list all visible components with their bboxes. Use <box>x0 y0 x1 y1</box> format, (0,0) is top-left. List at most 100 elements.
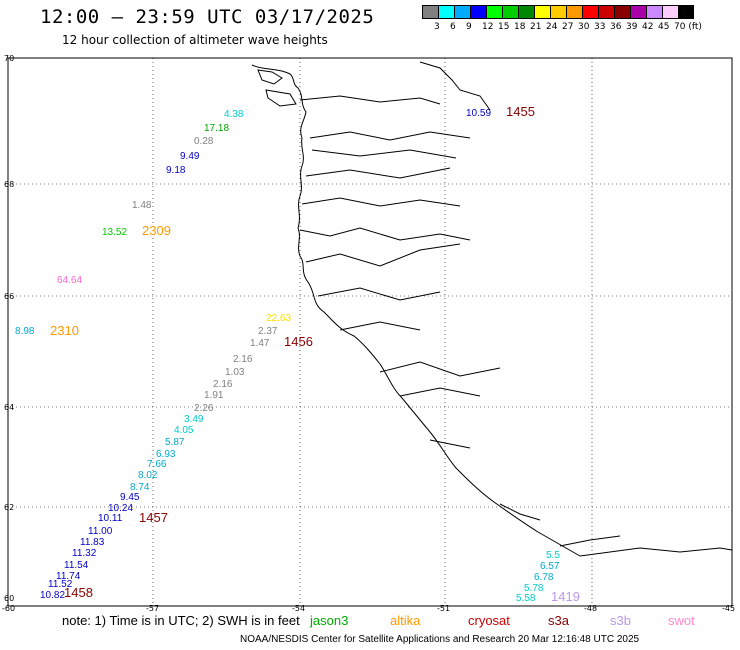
wave-height-label: 17.18 <box>204 123 229 134</box>
satellite-legend-item: s3b <box>610 613 631 628</box>
color-swatch <box>502 5 518 19</box>
wave-height-label: 6.57 <box>540 561 560 572</box>
color-swatch <box>678 5 694 19</box>
wave-height-label: 1.91 <box>204 390 224 401</box>
color-swatch <box>614 5 630 19</box>
color-legend-label: 45 <box>658 22 670 32</box>
color-swatch <box>550 5 566 19</box>
color-legend-label: 9 <box>466 22 472 32</box>
wave-height-label: 9.45 <box>120 492 140 503</box>
pass-time-labels: 1455 2309 2310 1456 1457 1458 1419 <box>50 104 580 604</box>
wave-height-label: 9.18 <box>166 165 186 176</box>
wave-height-label: 10.11 <box>98 513 123 524</box>
pass-time-label: 1419 <box>551 589 580 604</box>
wave-height-labels: 4.38 17.18 0.28 9.49 9.18 1.48 13.52 64.64 8.98 2… <box>15 108 560 604</box>
color-swatch <box>470 5 486 19</box>
latitude-label: 70 <box>4 54 15 63</box>
satellite-legend-item: jason3 <box>310 613 349 628</box>
wave-height-label: 7.66 <box>147 459 167 470</box>
map-subtitle: 12 hour collection of altimeter wave hei… <box>62 33 328 47</box>
color-legend-label: 18 <box>514 22 526 32</box>
wave-height-label: 8.98 <box>15 326 35 337</box>
wave-height-label: 11.54 <box>64 560 89 571</box>
map-frame <box>7 57 733 607</box>
wave-height-label: 1.47 <box>250 338 270 349</box>
latitude-label: 62 <box>4 503 15 512</box>
wave-height-label: 5.78 <box>524 583 544 594</box>
color-legend <box>422 5 694 19</box>
wave-height-label: 3.49 <box>184 414 204 425</box>
wave-height-label: 11.32 <box>72 548 97 559</box>
wave-height-label: 5.5 <box>546 550 560 561</box>
wave-height-label: 13.52 <box>102 227 127 238</box>
wave-height-label: 64.64 <box>57 275 82 286</box>
color-swatch <box>598 5 614 19</box>
color-swatch <box>534 5 550 19</box>
color-legend-label: 33 <box>594 22 606 32</box>
pass-time-label: 1457 <box>139 510 168 525</box>
pass-time-label: 2310 <box>50 323 79 338</box>
wave-height-label: 1.03 <box>225 367 245 378</box>
wave-height-label: 11.74 <box>56 571 81 582</box>
color-swatch <box>454 5 470 19</box>
pass-time-label: 2309 <box>142 223 171 238</box>
footer-note: note: 1) Time is in UTC; 2) SWH is in fe… <box>62 613 300 628</box>
longitude-label: -45 <box>722 604 736 613</box>
color-swatch <box>630 5 646 19</box>
wave-height-label: 11.52 <box>48 579 73 590</box>
wave-height-label: 11.83 <box>80 537 105 548</box>
color-swatch <box>422 5 438 19</box>
longitude-label: -57 <box>146 604 160 613</box>
latitude-label: 68 <box>4 180 15 189</box>
pass-time-label: 1455 <box>506 104 535 119</box>
color-swatch <box>518 5 534 19</box>
wave-height-label: 6.78 <box>534 572 554 583</box>
wave-height-label: 10.59 <box>466 108 491 119</box>
wave-height-label: 2.26 <box>194 403 214 414</box>
color-swatch <box>566 5 582 19</box>
color-legend-label: 21 <box>530 22 542 32</box>
color-legend-label: 12 <box>482 22 494 32</box>
wave-height-label: 2.16 <box>233 354 253 365</box>
wave-height-label: 10.82 <box>40 590 65 601</box>
color-swatch <box>582 5 598 19</box>
color-legend-label: 6 <box>450 22 456 32</box>
longitude-label: -60 <box>2 604 16 613</box>
satellite-legend-item: s3a <box>548 613 569 628</box>
wave-height-label: 2.16 <box>213 379 233 390</box>
color-swatch <box>486 5 502 19</box>
graticule <box>8 58 732 606</box>
wave-height-label: 6.93 <box>156 449 176 460</box>
longitude-label: -51 <box>437 604 451 613</box>
color-swatch <box>662 5 678 19</box>
wave-height-label: 11.00 <box>88 526 113 537</box>
satellite-legend-item: altika <box>390 613 421 628</box>
color-legend-label: 36 <box>610 22 622 32</box>
wave-height-label: 22.63 <box>266 313 291 324</box>
wave-height-label: 2.37 <box>258 326 278 337</box>
pass-time-label: 1456 <box>284 334 313 349</box>
satellite-legend-item: cryosat <box>468 613 510 628</box>
wave-height-label: 4.38 <box>224 109 244 120</box>
map-title: 12:00 – 23:59 UTC 03/17/2025 <box>40 6 375 28</box>
latitude-label: 60 <box>4 594 15 603</box>
color-legend-label: 24 <box>546 22 558 32</box>
wave-height-label: 8.02 <box>138 470 158 481</box>
wave-height-label: 8.74 <box>130 482 150 493</box>
longitude-label: -54 <box>292 604 306 613</box>
wave-height-label: 4.05 <box>174 425 194 436</box>
credit-line: NOAA/NESDIS Center for Satellite Applica… <box>240 634 640 645</box>
wave-height-label: 10.24 <box>108 503 133 514</box>
longitude-label: -48 <box>584 604 598 613</box>
wave-height-label: 0.28 <box>194 136 214 147</box>
color-swatch <box>646 5 662 19</box>
color-legend-label: 30 <box>578 22 590 32</box>
satellite-legend-item: swot <box>668 613 695 628</box>
color-legend-label: 3 <box>434 22 440 32</box>
wave-height-label: 1.48 <box>132 200 152 211</box>
wave-height-label: 9.49 <box>180 151 200 162</box>
wave-height-label: 5.87 <box>165 437 185 448</box>
color-legend-label: 27 <box>562 22 574 32</box>
color-legend-label: 70 (ft) <box>674 22 702 32</box>
